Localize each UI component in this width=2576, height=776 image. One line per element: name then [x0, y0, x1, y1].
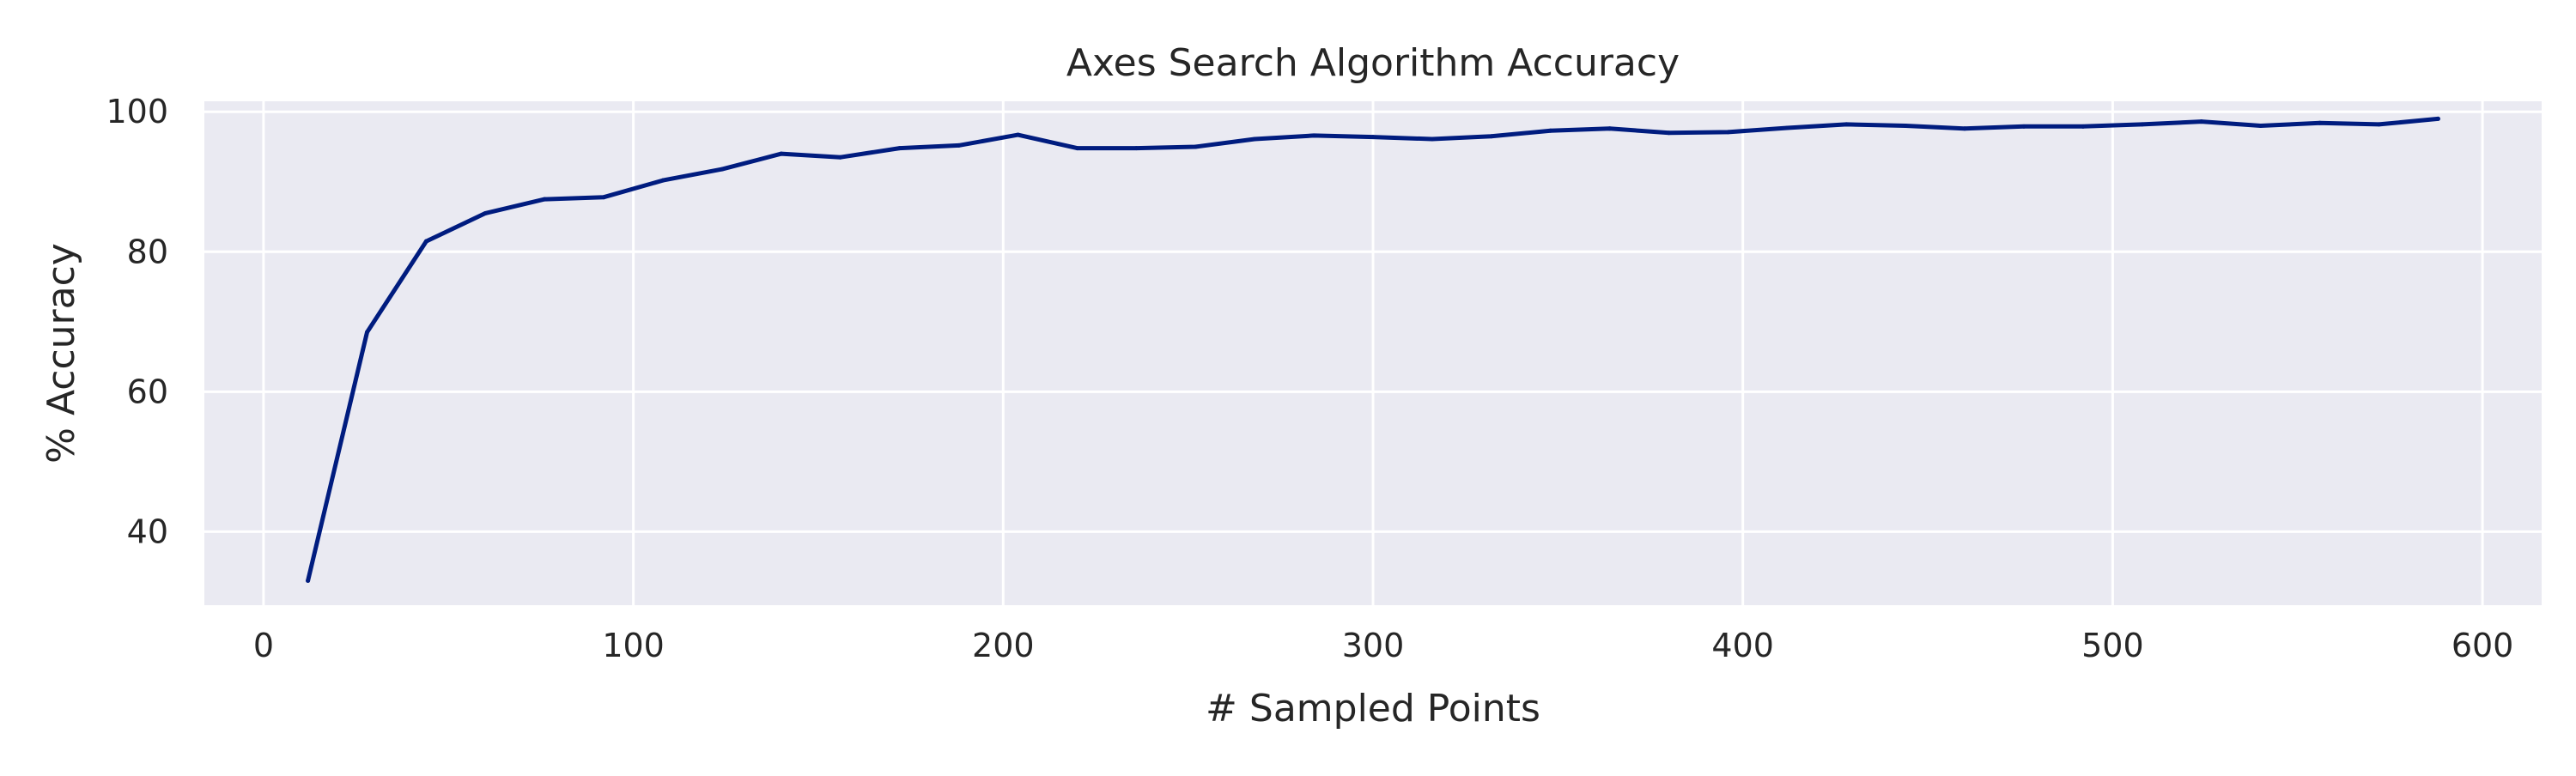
y-tick-label: 60	[127, 373, 168, 410]
x-tick-label: 100	[602, 627, 665, 664]
x-axis-label: # Sampled Points	[1206, 687, 1540, 731]
data-point	[2435, 116, 2440, 121]
x-tick-label: 500	[2081, 627, 2144, 664]
data-point	[365, 330, 370, 335]
data-point	[2081, 124, 2086, 129]
data-point	[1193, 144, 1198, 149]
data-point	[1074, 146, 1079, 151]
data-point	[1133, 146, 1139, 151]
series-layer	[306, 116, 2440, 583]
data-point	[957, 142, 962, 148]
data-point	[2258, 124, 2263, 129]
y-axis-label: % Accuracy	[39, 243, 83, 464]
y-tick-label: 100	[106, 93, 168, 130]
data-point	[1016, 132, 1021, 137]
data-point	[2140, 122, 2145, 127]
chart-title: Axes Search Algorithm Accuracy	[1066, 41, 1680, 85]
y-tick-label: 80	[127, 233, 168, 270]
data-point	[779, 151, 784, 156]
data-point	[2199, 119, 2204, 124]
data-point	[1311, 133, 1316, 138]
data-point	[1370, 135, 1376, 140]
data-point	[2318, 120, 2323, 125]
data-point	[1430, 136, 1435, 142]
data-point	[1548, 128, 1553, 133]
data-point	[423, 239, 428, 244]
data-point	[1607, 126, 1613, 131]
data-point	[1784, 125, 1789, 130]
data-point	[2021, 124, 2026, 129]
x-tick-label: 400	[1711, 627, 1774, 664]
data-point	[542, 197, 547, 202]
data-point	[1667, 130, 1672, 136]
data-point	[720, 167, 725, 172]
data-point	[601, 195, 606, 200]
data-point	[838, 155, 843, 160]
x-tick-label: 300	[1342, 627, 1405, 664]
x-tick-label: 200	[972, 627, 1035, 664]
data-point	[2376, 122, 2381, 127]
tick-labels: 0 100 200 300 400 500 600 40 60 80 100	[106, 93, 2513, 664]
data-point	[306, 578, 311, 583]
data-point	[1489, 134, 1494, 139]
data-point	[1725, 130, 1730, 135]
data-point	[1962, 126, 1967, 131]
data-point	[1252, 136, 1257, 142]
grid-lines	[204, 101, 2542, 605]
y-tick-label: 40	[127, 512, 168, 550]
data-point	[1844, 122, 1849, 127]
data-point	[660, 178, 665, 183]
x-tick-label: 600	[2451, 627, 2514, 664]
data-point	[897, 146, 902, 151]
data-point	[483, 210, 488, 215]
data-point	[1903, 124, 1908, 129]
x-tick-label: 0	[253, 627, 274, 664]
